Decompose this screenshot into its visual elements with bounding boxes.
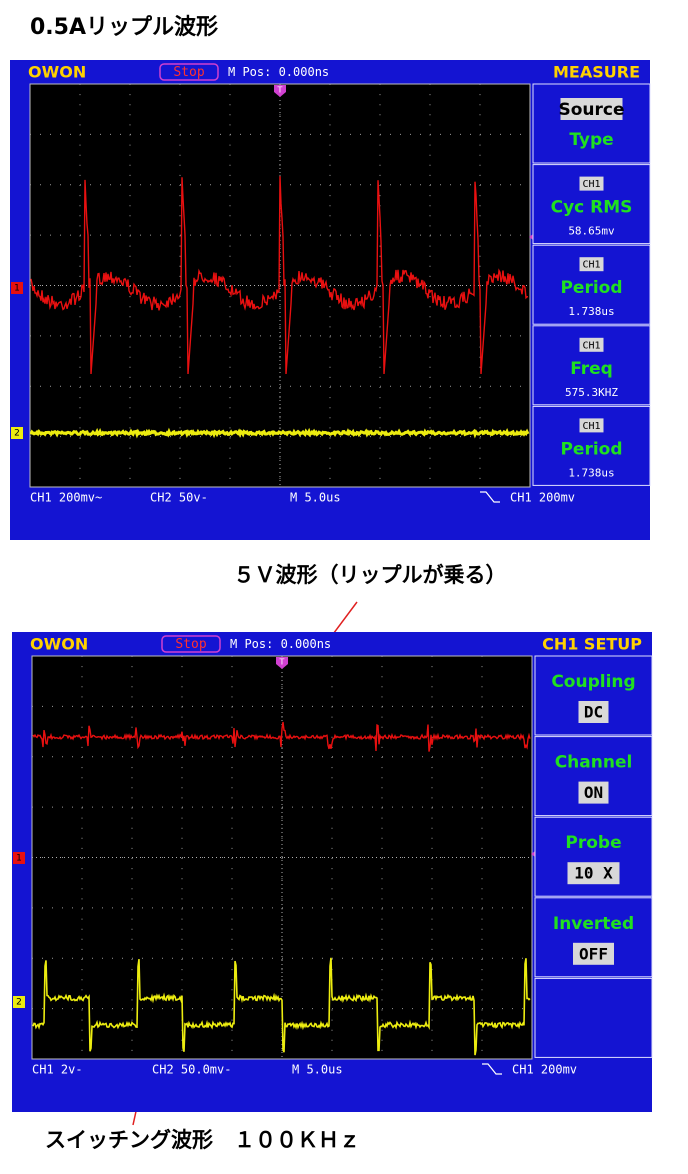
menu-name: Coupling [551,672,635,692]
menu-name: Inverted [553,914,634,934]
ch2-waveform [29,427,530,439]
ch2-label: 2 [16,998,22,1008]
channel-badge [579,337,604,352]
menu-title: MEASURE [553,63,640,82]
status: Stop [173,65,204,80]
menu-highlight [578,781,609,804]
trigger-marker [274,85,286,97]
status-item: CH1 200mv [512,1063,577,1077]
channel-badge [579,257,604,272]
ch2-marker [11,427,23,439]
menu-value: DC [584,703,603,722]
brand: OWON [30,635,88,654]
menu-highlight [578,701,609,723]
menu-highlight [560,98,623,120]
status-item: M 5.0us [292,1063,343,1077]
menu-name: Source [558,100,624,120]
status-item: CH2 50v- [150,491,208,505]
menu-value: 1.738us [568,305,614,318]
oscilloscope: OWON Stop M Pos: 0.000ns MEASURE T 1 2 Source Ty… [10,60,651,540]
menu-channel: CH1 [582,179,600,190]
ch1-label: 1 [16,854,22,864]
trigger-label: T [279,658,285,667]
channel-badge [579,418,604,433]
oscilloscope: OWON Stop M Pos: 0.000ns CH1 SETUP T 1 2 Coupli… [12,632,653,1112]
status-item: CH1 2v- [32,1063,83,1077]
menu-value: 575.3KHZ [565,386,618,399]
ch1-label: 1 [14,284,20,294]
menu-highlight [567,862,620,885]
menu-name: Period [560,439,622,459]
menu-value: 1.738us [568,466,614,479]
ch1-waveform [30,176,529,375]
menu-panel [534,736,653,817]
trigger-edge-icon [482,1063,502,1075]
status-item: CH1 200mv [510,491,575,505]
channel-badge [579,176,604,191]
status: Stop [175,637,206,652]
ch2-marker [13,996,25,1008]
ch2-waveform [32,957,531,1056]
menu-name: Probe [565,833,621,853]
brand: OWON [28,63,86,82]
menu-channel: CH1 [582,260,600,271]
position: M Pos: 0.000ns [230,637,331,651]
status-item: CH1 200mv~ [30,491,102,505]
menu-name: Channel [555,753,633,773]
menu-name: Cyc RMS [551,198,633,218]
ch1-marker [11,282,23,294]
menu-value: 58.65mv [568,225,615,238]
menu-panel [534,816,653,897]
status-item: CH2 50.0mv- [152,1063,231,1077]
menu-panel [534,655,653,736]
status-item: M 5.0us [290,491,341,505]
status-box [161,635,221,653]
ch2-label: 2 [14,429,20,439]
menu-channel: CH1 [582,421,600,432]
menu-panel [532,83,651,164]
position: M Pos: 0.000ns [228,65,329,79]
trigger-marker [276,657,288,669]
annotation: ５Ｖ波形（リップルが乗る） [234,563,507,587]
menu-panel [534,897,653,978]
ch1-waveform [32,721,531,752]
annotation: スイッチング波形 １００ＫＨｚ [45,1128,360,1152]
status-box [159,63,219,81]
trigger-label: T [277,86,283,95]
page-title: 0.5Aリップル波形 [30,15,218,40]
menu-name: Freq [570,359,613,379]
menu-name: Period [560,278,622,298]
trigger-edge-icon [480,491,500,503]
menu-value: ON [584,783,603,802]
ch1-marker [13,852,25,864]
menu-channel: CH1 [582,340,600,351]
menu-highlight [573,942,614,965]
menu-value: Type [569,130,613,150]
menu-value: 10 X [574,864,613,883]
menu-title: CH1 SETUP [542,635,642,654]
menu-panel [534,977,653,1058]
menu-value: OFF [579,944,608,963]
